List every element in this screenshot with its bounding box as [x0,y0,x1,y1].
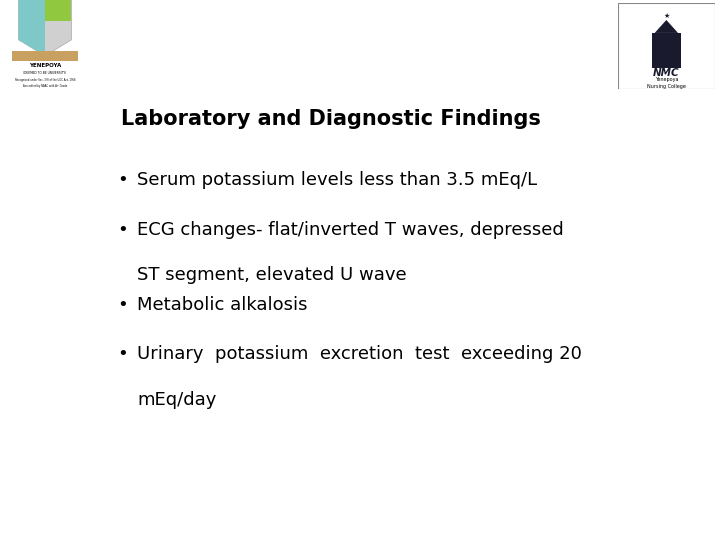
Text: Nursing College: Nursing College [647,84,685,89]
Polygon shape [654,20,678,33]
Polygon shape [19,0,45,56]
Text: YENEPOYA: YENEPOYA [29,63,61,68]
Polygon shape [45,0,71,21]
Bar [652,33,681,68]
Text: Yenepoya: Yenepoya [654,77,678,82]
FancyBboxPatch shape [12,51,78,60]
Text: (DEEMED TO BE UNIVERSITY): (DEEMED TO BE UNIVERSITY) [23,71,67,75]
Text: Serum potassium levels less than 3.5 mEq/L: Serum potassium levels less than 3.5 mEq… [138,171,538,189]
Text: Metabolic alkalosis: Metabolic alkalosis [138,295,308,314]
Text: Recognised under Sec. 3(f) of the UGC Act, 1956: Recognised under Sec. 3(f) of the UGC Ac… [14,78,76,82]
Text: ST segment, elevated U wave: ST segment, elevated U wave [138,266,407,285]
Polygon shape [19,0,71,56]
Text: •: • [117,295,127,314]
Text: Accredited by NAAC with A+ Grade: Accredited by NAAC with A+ Grade [23,84,67,88]
Text: •: • [117,346,127,363]
Text: •: • [117,171,127,189]
Text: NMC: NMC [653,68,680,78]
Text: Laboratory and Diagnostic Findings: Laboratory and Diagnostic Findings [121,109,541,129]
Text: mEq/day: mEq/day [138,391,217,409]
Text: Urinary  potassium  excretion  test  exceeding 20: Urinary potassium excretion test exceedi… [138,346,582,363]
FancyBboxPatch shape [618,3,715,89]
Text: •: • [117,221,127,239]
Text: ECG changes- flat/inverted T waves, depressed: ECG changes- flat/inverted T waves, depr… [138,221,564,239]
Text: ★: ★ [663,13,670,19]
